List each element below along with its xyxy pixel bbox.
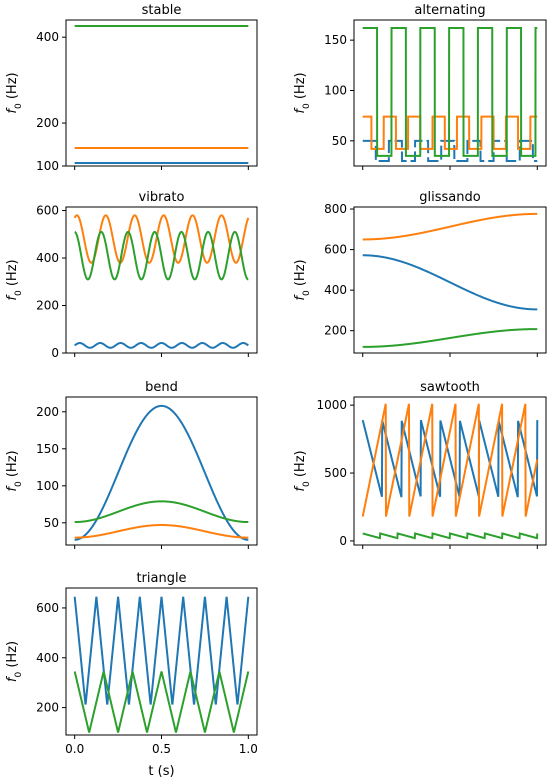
subplot-title: stable [142, 3, 182, 18]
y-tick-label: 400 [36, 251, 59, 265]
y-tick-label: 50 [44, 516, 59, 530]
y-tick-label: 200 [324, 324, 347, 338]
y-axis-label: f0 (Hz) [293, 72, 312, 113]
plot-frame [65, 396, 258, 546]
x-tick-label: 0.5 [152, 742, 171, 756]
x-tick-label: 1.0 [239, 742, 258, 756]
series-line-3 [362, 532, 539, 540]
subplot-title: triangle [136, 571, 186, 586]
y-tick-label: 100 [324, 83, 347, 97]
series-line-3 [362, 27, 538, 157]
y-tick-label: 150 [324, 33, 347, 47]
subplot-bend: bend f0 (Hz) 50 100 150 200 [5, 380, 258, 549]
series-line-1 [362, 254, 538, 311]
y-tick-label: 600 [36, 601, 59, 615]
y-tick-label: 0 [339, 534, 347, 548]
plot-frame [65, 587, 258, 736]
plot-frame [353, 206, 547, 354]
y-tick-label: 1000 [316, 398, 347, 412]
subplot-glissando: glissando f0 (Hz) 200 400 600 800 [293, 190, 547, 357]
subplot-title: bend [145, 380, 178, 395]
y-axis-label: f0 (Hz) [293, 259, 312, 300]
subplot-title: vibrato [139, 190, 185, 205]
y-tick-label: 100 [36, 159, 59, 173]
plot-frame [65, 206, 258, 354]
series-line-2 [361, 403, 539, 517]
subplot-vibrato: vibrato f0 (Hz) 0 200 400 600 [5, 190, 258, 360]
plot-frame [65, 19, 258, 167]
plot-frame [353, 19, 547, 167]
y-tick-label: 400 [36, 651, 59, 665]
y-tick-label: 100 [36, 479, 59, 493]
series-line-3 [362, 328, 538, 348]
y-tick-label: 500 [324, 466, 347, 480]
y-tick-label: 200 [36, 116, 59, 130]
series-line-2 [74, 524, 249, 539]
y-tick-label: 800 [324, 202, 347, 216]
y-tick-label: 200 [36, 405, 59, 419]
subplot-sawtooth: sawtooth f0 (Hz) 0 500 1000 [293, 380, 547, 549]
y-tick-label: 150 [36, 442, 59, 456]
subplot-title: glissando [419, 190, 480, 205]
y-tick-label: 50 [332, 134, 347, 148]
series-line-1 [74, 404, 249, 541]
series-line-2 [73, 214, 250, 264]
series-line-1 [73, 596, 250, 705]
y-tick-label: 0 [51, 346, 59, 360]
subplot-title: sawtooth [420, 380, 480, 395]
y-tick-label: 200 [36, 299, 59, 313]
y-axis-label: f0 (Hz) [5, 259, 24, 300]
y-axis-label: f0 (Hz) [293, 450, 312, 491]
subplot-triangle: triangle f0 (Hz) 200 400 600 0.0 0.5 1.0 t (s) [5, 571, 258, 779]
y-axis-label: f0 (Hz) [5, 450, 24, 491]
y-tick-label: 600 [324, 243, 347, 257]
x-axis-label: t (s) [148, 764, 174, 779]
series-line-3 [74, 500, 249, 524]
subplot-stable: stable f0 (Hz) 100 200 400 [5, 3, 258, 173]
x-tick-label: 0.0 [65, 742, 84, 756]
y-axis-label: f0 (Hz) [5, 641, 24, 682]
y-tick-label: 600 [36, 204, 59, 218]
subplot-title: alternating [414, 3, 485, 18]
y-tick-label: 400 [324, 283, 347, 297]
plot-frame [353, 396, 547, 546]
series-line-2 [362, 212, 538, 241]
y-tick-label: 200 [36, 701, 59, 715]
series-line-3 [73, 671, 250, 733]
series-line-3 [74, 230, 249, 281]
y-axis-label: f0 (Hz) [5, 72, 24, 113]
series-line-1 [361, 419, 539, 498]
y-tick-label: 400 [36, 30, 59, 44]
series-line-1 [74, 342, 249, 349]
subplot-alternating: alternating f0 (Hz) 50 100 150 [293, 3, 547, 170]
